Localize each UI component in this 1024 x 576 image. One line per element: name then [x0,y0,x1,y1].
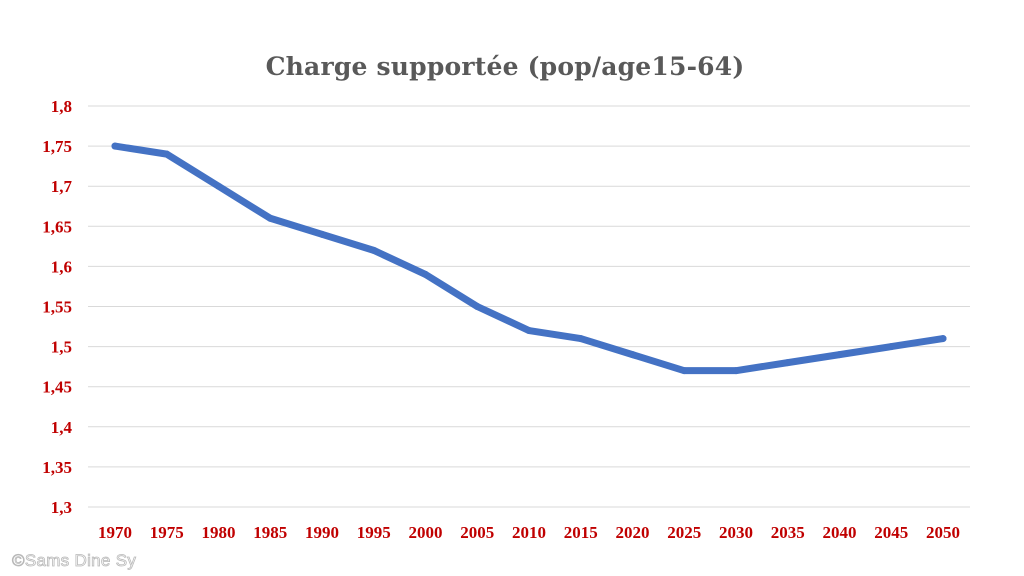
copyright-watermark: ©Sams Dine Sy [12,551,137,571]
data-point [473,303,481,310]
chart-title: Charge supportée (pop/age15-64) [265,52,745,81]
y-tick-label: 1,3 [51,498,72,517]
data-point [163,150,171,158]
data-point [784,359,792,367]
x-tick-label: 2005 [460,523,494,542]
series-line [111,142,947,375]
x-tick-label: 2000 [409,523,443,542]
series-layer [111,142,947,375]
x-tick-label: 2040 [823,523,857,542]
x-tick-label: 2025 [667,523,701,542]
data-point [422,270,429,278]
x-axis-tick-labels: 1970 1975 1980 1985 1990 1995 2000 2005 2010 2015… [98,523,960,542]
x-tick-label: 2045 [874,523,908,542]
x-tick-label: 2030 [719,523,753,542]
data-point [266,214,274,222]
data-point [577,335,585,343]
y-axis-tick-labels: 1,3 1,35 1,4 1,45 1,5 1,55 1,6 1,65 1,7 1,75 1,8 [42,97,72,517]
x-tick-label: 1990 [305,523,339,542]
x-tick-label: 2050 [926,523,960,542]
x-tick-label: 2035 [771,523,805,542]
data-point [732,367,740,375]
x-tick-label: 1980 [202,523,236,542]
data-point [680,367,688,375]
x-tick-label: 2020 [616,523,650,542]
y-tick-label: 1,65 [42,217,72,236]
y-tick-label: 1,7 [51,177,73,196]
data-point [887,343,895,351]
data-point [215,182,222,190]
y-tick-label: 1,6 [51,257,72,276]
y-tick-label: 1,75 [42,137,72,156]
data-point [370,246,378,254]
data-point [525,327,533,335]
x-tick-label: 2015 [564,523,598,542]
data-point [836,351,843,359]
data-point [318,230,326,238]
data-point [629,351,636,359]
y-tick-label: 1,45 [42,378,72,397]
y-tick-label: 1,55 [42,298,72,317]
y-tick-label: 1,35 [42,458,72,477]
gridlines [88,105,970,508]
y-tick-label: 1,4 [51,418,73,437]
x-tick-label: 2010 [512,523,546,542]
x-tick-label: 1985 [253,523,287,542]
x-tick-label: 1970 [98,523,132,542]
x-tick-label: 1975 [150,523,184,542]
y-tick-label: 1,5 [51,338,72,357]
y-tick-label: 1,8 [51,97,72,116]
data-point [111,142,119,150]
data-point [939,335,947,343]
x-tick-label: 1995 [357,523,391,542]
